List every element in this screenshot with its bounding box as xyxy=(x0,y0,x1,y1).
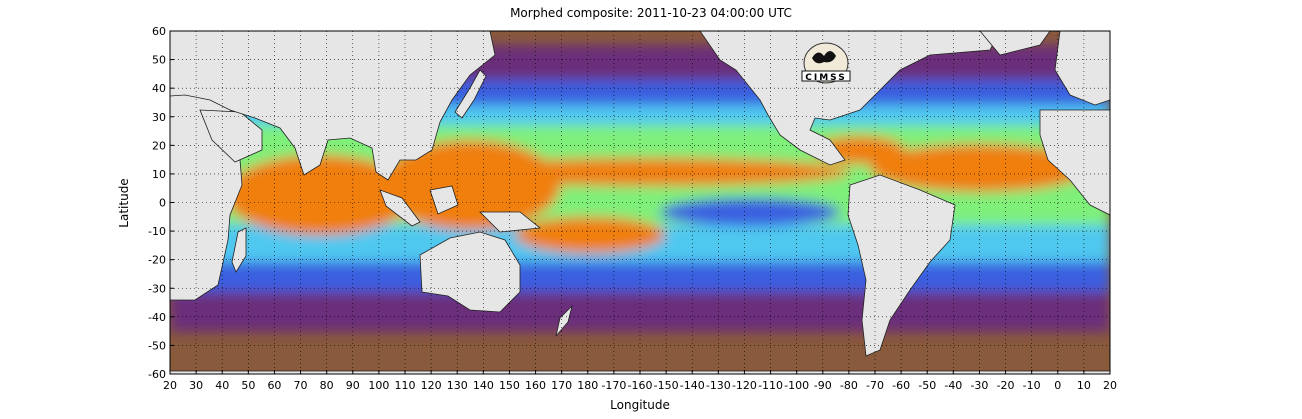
land-west-africa xyxy=(1039,109,1110,216)
x-tick-label: -150 xyxy=(654,379,679,392)
y-tick-label: -60 xyxy=(148,368,166,381)
grid-lines xyxy=(170,31,1110,374)
land-eurasia xyxy=(170,31,496,181)
cimss-logo: CIMSS xyxy=(801,42,851,84)
x-axis-ticks: 20 30 40 50 60 70 80 90 100 110 120 130 140 150 160 170… xyxy=(163,370,1117,392)
x-tick-label: 70 xyxy=(294,379,308,392)
land-australia xyxy=(419,231,521,313)
logo-text: CIMSS xyxy=(805,73,846,83)
y-tick-label: 0 xyxy=(159,197,166,210)
x-tick-label: -160 xyxy=(628,379,653,392)
y-tick-label: -40 xyxy=(148,311,166,324)
y-axis-label: Latitude xyxy=(117,178,131,228)
land-madagascar xyxy=(231,227,247,273)
x-tick-label: 160 xyxy=(525,379,546,392)
x-tick-label: 0 xyxy=(1054,379,1061,392)
x-tick-label: 30 xyxy=(189,379,203,392)
y-tick-label: -10 xyxy=(148,225,166,238)
x-tick-label: 40 xyxy=(215,379,229,392)
land-borneo xyxy=(429,185,459,215)
x-tick-label: -30 xyxy=(970,379,988,392)
wet-region-itcz-pacific xyxy=(450,158,850,186)
x-tick-label: 20 xyxy=(1103,379,1117,392)
x-tick-label: -80 xyxy=(840,379,858,392)
x-tick-label: 130 xyxy=(447,379,468,392)
x-tick-label: 150 xyxy=(499,379,520,392)
x-tick-label: -70 xyxy=(866,379,884,392)
logo-band xyxy=(801,70,851,82)
land-europe xyxy=(1054,31,1110,106)
y-tick-label: 20 xyxy=(152,139,166,152)
x-tick-label: 100 xyxy=(368,379,389,392)
x-tick-label: -170 xyxy=(601,379,626,392)
y-axis-ticks: 60 50 40 30 20 10 0 -10 -20 -30 -40 -50 -60 xyxy=(148,25,174,381)
x-tick-label: -10 xyxy=(1023,379,1041,392)
x-tick-label: -50 xyxy=(918,379,936,392)
x-tick-label: -100 xyxy=(784,379,809,392)
x-tick-label: 60 xyxy=(267,379,281,392)
x-tick-label: -110 xyxy=(758,379,783,392)
y-tick-label: 50 xyxy=(152,54,166,67)
x-tick-label: -130 xyxy=(706,379,731,392)
x-tick-label: -120 xyxy=(732,379,757,392)
y-tick-label: 10 xyxy=(152,168,166,181)
x-tick-label: -90 xyxy=(814,379,832,392)
x-tick-label: 180 xyxy=(577,379,598,392)
x-tick-label: -60 xyxy=(892,379,910,392)
y-tick-label: -50 xyxy=(148,339,166,352)
x-tick-label: -20 xyxy=(997,379,1015,392)
x-tick-label: 140 xyxy=(473,379,494,392)
x-tick-label: 110 xyxy=(395,379,416,392)
logo-figure-icon xyxy=(812,51,836,64)
x-tick-label: -140 xyxy=(680,379,705,392)
x-tick-label: 90 xyxy=(346,379,360,392)
y-tick-label: -20 xyxy=(148,254,166,267)
x-axis-label: Longitude xyxy=(610,398,670,412)
wet-region-spcz xyxy=(515,217,665,253)
x-tick-label: 170 xyxy=(551,379,572,392)
land-greenland xyxy=(979,31,1051,56)
x-tick-label: 20 xyxy=(163,379,177,392)
land-north-america xyxy=(699,31,1001,166)
land-masses xyxy=(170,31,1110,374)
dry-tongue-east-pacific xyxy=(660,198,840,226)
y-tick-label: 40 xyxy=(152,82,166,95)
chart-title: Morphed composite: 2011-10-23 04:00:00 U… xyxy=(510,6,792,20)
x-tick-label: 120 xyxy=(421,379,442,392)
wet-region-indian-ocean xyxy=(225,155,415,235)
x-tick-label: -40 xyxy=(944,379,962,392)
land-sumatra xyxy=(379,189,421,227)
wet-region-atlantic-itcz xyxy=(870,144,1090,192)
x-tick-label: 10 xyxy=(1077,379,1091,392)
y-tick-label: -30 xyxy=(148,282,166,295)
land-south-america xyxy=(847,174,956,357)
y-tick-label: 60 xyxy=(152,25,166,38)
x-tick-label: 50 xyxy=(241,379,255,392)
y-tick-label: 30 xyxy=(152,111,166,124)
land-new-guinea xyxy=(479,211,542,233)
x-tick-label: 80 xyxy=(320,379,334,392)
land-new-zealand xyxy=(555,304,573,337)
